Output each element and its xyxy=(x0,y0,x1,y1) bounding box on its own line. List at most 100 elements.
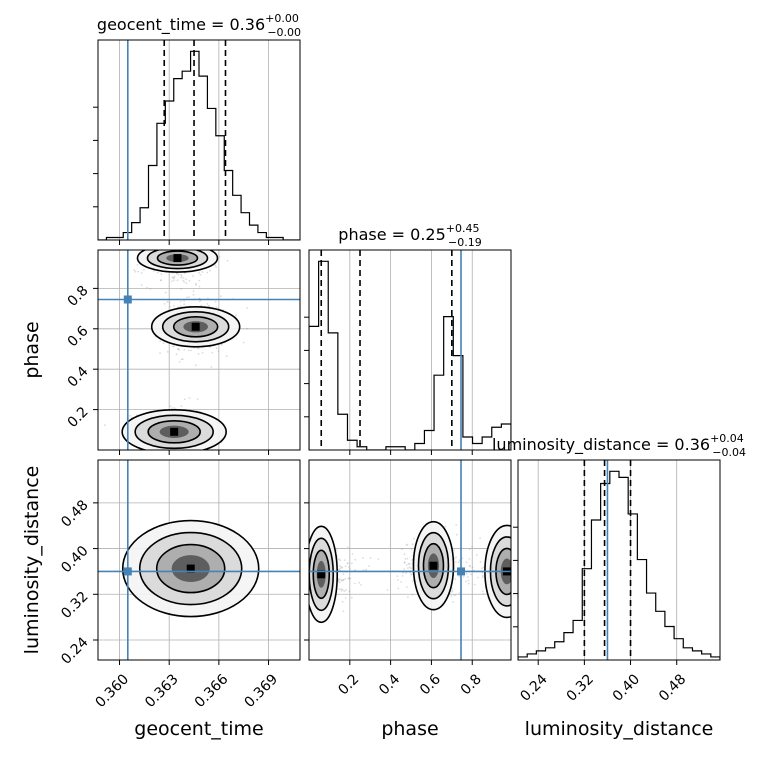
sample-point xyxy=(514,584,516,586)
sample-point xyxy=(444,525,447,528)
sample-point xyxy=(184,457,186,459)
sample-point xyxy=(103,424,106,427)
sample-point xyxy=(301,535,303,537)
sample-point xyxy=(184,244,186,246)
contour-line xyxy=(121,519,260,618)
sample-point xyxy=(196,347,199,350)
sample-point xyxy=(172,277,175,279)
contour-line xyxy=(156,250,199,266)
sample-point xyxy=(183,235,185,237)
sample-point xyxy=(526,564,528,566)
sample-point xyxy=(175,353,178,356)
axes-frame xyxy=(97,249,301,451)
contour-line xyxy=(147,420,201,444)
sample-point xyxy=(362,557,364,559)
sample-point xyxy=(526,587,528,589)
sample-point xyxy=(305,580,307,582)
sample-point xyxy=(298,577,300,579)
sample-point xyxy=(183,349,186,351)
sample-point xyxy=(397,587,400,590)
sample-point xyxy=(189,227,191,229)
sample-point xyxy=(287,588,289,590)
sample-point xyxy=(173,279,176,282)
sample-point xyxy=(524,561,526,563)
sample-point xyxy=(520,565,522,567)
sample-point xyxy=(196,398,199,401)
sample-point xyxy=(345,589,347,592)
sample-point xyxy=(350,596,353,599)
sample-point xyxy=(182,279,185,282)
axes-frame xyxy=(308,459,512,661)
sample-point xyxy=(337,569,340,571)
sample-point xyxy=(413,537,415,540)
x-axis-label: geocent_time xyxy=(134,718,263,740)
sample-point xyxy=(302,578,304,580)
sample-point xyxy=(513,557,515,559)
sample-point xyxy=(201,352,204,354)
sample-point xyxy=(155,241,157,243)
sample-point xyxy=(473,583,476,586)
density-mode xyxy=(191,322,200,331)
sample-point xyxy=(289,589,291,591)
sample-point xyxy=(367,565,370,567)
sample-point xyxy=(179,305,182,307)
sample-point xyxy=(545,565,547,567)
sample-point xyxy=(178,455,180,457)
sample-point xyxy=(218,255,221,258)
sample-point xyxy=(535,579,537,581)
sample-point xyxy=(174,407,177,410)
sample-point xyxy=(471,566,474,569)
density-mode xyxy=(170,427,179,436)
sample-point xyxy=(411,559,414,562)
sample-point xyxy=(169,305,172,308)
title-plus: +0.45 xyxy=(446,222,480,235)
sample-point xyxy=(337,580,340,582)
sample-point xyxy=(293,584,295,586)
sample-point xyxy=(214,264,217,267)
sample-point xyxy=(544,560,546,562)
density-mode xyxy=(429,561,438,570)
sample-point xyxy=(342,573,345,575)
sample-point xyxy=(514,558,516,560)
sample-point xyxy=(401,575,404,577)
panel-title: geocent_time = 0.36+0.00 −0.00 xyxy=(97,12,301,39)
sample-point xyxy=(286,564,288,566)
sample-point xyxy=(298,587,300,589)
sample-point xyxy=(291,578,293,580)
sample-point xyxy=(291,585,293,587)
sample-point xyxy=(215,266,218,268)
sample-point xyxy=(404,558,407,560)
x-axis-label: luminosity_distance xyxy=(525,718,714,740)
sample-point xyxy=(288,565,290,567)
sample-point xyxy=(344,597,347,599)
sample-point xyxy=(340,566,343,568)
sample-point xyxy=(346,562,349,565)
axes-frame xyxy=(97,39,301,241)
sample-point xyxy=(246,307,249,309)
sample-point xyxy=(296,584,298,586)
sample-point xyxy=(304,550,306,552)
sample-point xyxy=(531,562,533,564)
sample-point xyxy=(467,579,470,582)
sample-point xyxy=(303,571,305,573)
sample-point xyxy=(479,561,482,563)
sample-point xyxy=(170,236,172,238)
sample-point xyxy=(512,570,514,572)
sample-point xyxy=(519,577,521,579)
truth-marker xyxy=(123,567,132,576)
sample-point xyxy=(155,456,157,458)
sample-point xyxy=(156,237,158,239)
sample-point xyxy=(183,300,185,302)
sample-point xyxy=(176,272,178,275)
x-tick-label: 0.2 xyxy=(335,671,362,698)
hist-panel-geocent_time xyxy=(93,40,300,240)
sample-point xyxy=(302,600,304,602)
sample-point xyxy=(465,572,468,575)
sample-point xyxy=(471,545,473,548)
sample-point xyxy=(452,601,454,603)
sample-point xyxy=(220,343,223,346)
sample-point xyxy=(182,247,184,249)
sample-point xyxy=(550,589,552,591)
x-tick-label: 0.360 xyxy=(92,671,132,711)
